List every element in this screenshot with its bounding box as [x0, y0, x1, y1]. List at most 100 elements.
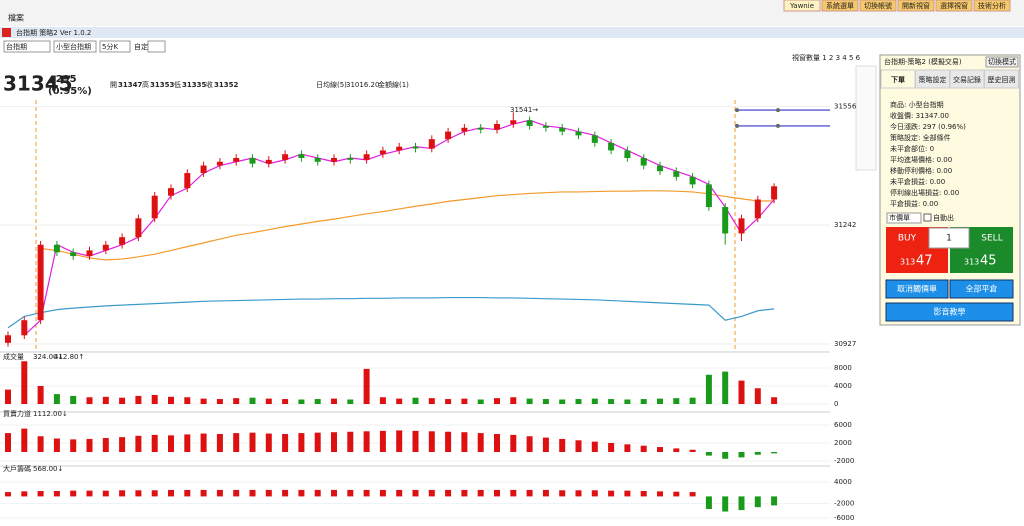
- big-bar: [608, 490, 615, 497]
- big-bar: [216, 489, 223, 497]
- power-bar: [200, 433, 207, 453]
- y-tick-label: 4000: [834, 382, 852, 390]
- select-label: 小型台指期: [56, 42, 91, 51]
- price-head: 313: [964, 258, 979, 267]
- big-bar: [754, 496, 761, 508]
- top-button[interactable]: [783, 0, 821, 12]
- mode-button[interactable]: [985, 56, 1019, 68]
- y-tick-label: 6000: [834, 421, 852, 429]
- candle-body: [689, 176, 696, 185]
- big-bar: [347, 489, 354, 497]
- menu[interactable]: 檔案: [8, 13, 24, 23]
- volume-bar: [428, 398, 435, 404]
- candle-body: [624, 150, 631, 158]
- big-bar: [379, 489, 386, 497]
- ohlc-value: 31352: [214, 81, 238, 89]
- volume-bar: [184, 397, 191, 404]
- top-button[interactable]: [821, 0, 859, 12]
- volume-bar: [21, 361, 28, 404]
- volume-bar: [754, 388, 761, 404]
- y-tick-label: 31242: [834, 221, 856, 229]
- volume-bar: [347, 399, 354, 404]
- power-bar: [657, 447, 663, 453]
- select[interactable]: [99, 40, 131, 53]
- candle-body: [86, 250, 93, 257]
- big-bar: [461, 489, 468, 497]
- power-bar: [184, 434, 191, 453]
- tab-label: 策略設定: [919, 75, 947, 84]
- window-count[interactable]: 視窗數量 1 2 3 4 5 6: [792, 53, 861, 62]
- y-tick-label: 0: [834, 400, 838, 408]
- top-button[interactable]: [859, 0, 897, 12]
- big-bar: [21, 491, 28, 497]
- power-bar: [722, 452, 729, 459]
- info-line: 策略設定: 全部條件: [890, 133, 951, 142]
- info-line: 今日漲跌: 297 (0.96%): [890, 122, 966, 131]
- select[interactable]: [3, 40, 51, 53]
- candle-body: [216, 161, 223, 166]
- select[interactable]: [53, 40, 97, 53]
- big-bar: [5, 492, 11, 497]
- volume-bar: [673, 398, 680, 404]
- big-bar: [298, 489, 305, 497]
- top-button[interactable]: [973, 0, 1011, 12]
- volume-bar: [689, 397, 696, 404]
- volume-bar: [445, 399, 452, 404]
- volume-bar: [624, 399, 631, 404]
- volume-bar: [151, 395, 158, 404]
- volume-bar: [591, 398, 598, 404]
- power-bar: [102, 438, 109, 453]
- qty-box[interactable]: [928, 227, 970, 249]
- annotation: 31541→: [510, 106, 538, 114]
- level-handle[interactable]: [776, 123, 780, 128]
- power-bar: [233, 433, 240, 453]
- auto-exit-label: 自動出: [933, 213, 954, 222]
- info-line: 未平倉損益: 0.00: [890, 177, 945, 186]
- volume-bar: [331, 398, 337, 404]
- custom-input[interactable]: [147, 40, 166, 53]
- power-bar: [5, 433, 11, 453]
- close_all-button[interactable]: [949, 279, 1014, 299]
- buy-label: BUY: [898, 234, 917, 244]
- level-handle[interactable]: [735, 108, 739, 113]
- order-type[interactable]: [886, 212, 922, 224]
- level-handle[interactable]: [776, 108, 780, 113]
- power-bar: [379, 430, 386, 453]
- volume-bar: [494, 398, 500, 404]
- candle-body: [200, 165, 207, 174]
- level-handle[interactable]: [735, 123, 739, 128]
- ohlc-label: 高: [142, 80, 149, 89]
- big-bar: [477, 489, 484, 497]
- candle-body: [151, 195, 158, 219]
- cancel-button[interactable]: [885, 279, 949, 299]
- big-bar: [542, 489, 549, 497]
- video-button[interactable]: [885, 302, 1014, 322]
- tab-label: 交易記錄: [953, 75, 981, 84]
- select-label: 台指期: [6, 42, 27, 51]
- tab[interactable]: [984, 69, 1019, 89]
- power-bar: [542, 437, 549, 453]
- top-button[interactable]: [897, 0, 935, 12]
- draw-tools[interactable]: [855, 65, 877, 171]
- power-bar: [445, 431, 452, 453]
- top-button[interactable]: [935, 0, 973, 12]
- big-bar: [445, 489, 452, 497]
- power-bar: [151, 434, 158, 453]
- panel-value: 1112.00↓: [33, 410, 68, 418]
- big-bar: [428, 489, 435, 497]
- price-tail: 45: [980, 254, 997, 269]
- panel-value: 412.80↑: [54, 353, 84, 361]
- tab-label: 歷史回測: [988, 75, 1016, 84]
- candle-body: [428, 139, 435, 149]
- volume-bar: [265, 398, 272, 404]
- big-bar: [249, 489, 256, 497]
- candle-body: [510, 120, 517, 125]
- cancel-label: 取消觸價單: [897, 284, 937, 294]
- big-bar: [722, 496, 729, 512]
- auto-exit-box[interactable]: [923, 213, 932, 222]
- candle-body: [657, 165, 663, 172]
- top-button-label: 系統選單: [826, 1, 854, 10]
- big-bar: [412, 489, 419, 497]
- volume-bar: [542, 399, 549, 404]
